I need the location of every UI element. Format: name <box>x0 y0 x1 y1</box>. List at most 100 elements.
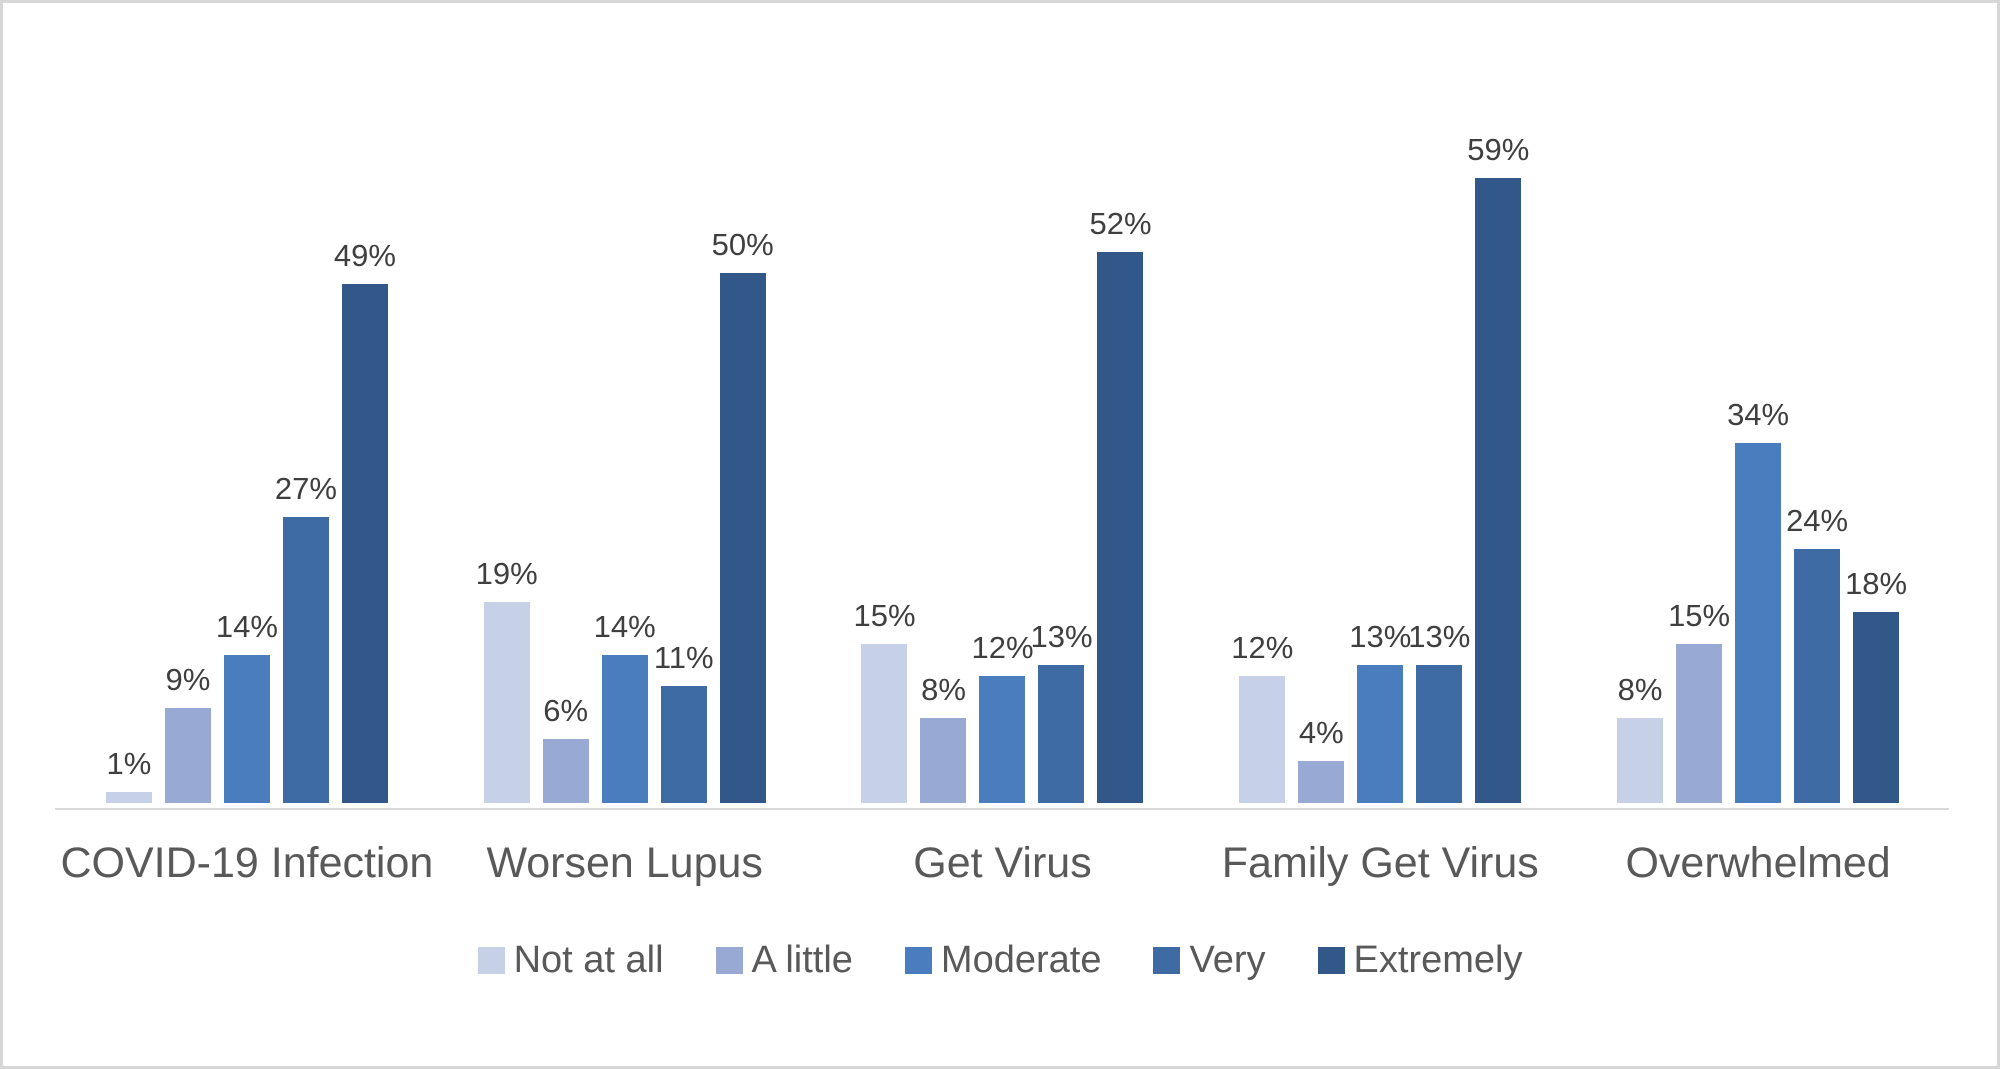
data-label: 15% <box>1668 598 1731 633</box>
bar <box>1416 665 1463 803</box>
bar <box>1298 760 1345 803</box>
bar-wrap: 8% <box>920 672 967 803</box>
bar-wrap: 12% <box>1231 630 1293 803</box>
plot-area: 1% 9% 14% 27% 49% 19% 6% 14% 11% 50% 15% 8% 12% 13% 52… <box>58 103 1947 803</box>
data-label: 14% <box>593 608 656 644</box>
legend-item: Very <box>1153 939 1266 982</box>
legend-label: Extremely <box>1353 939 1523 981</box>
x-axis-line <box>55 808 1949 810</box>
bar <box>164 707 211 803</box>
bar <box>1735 442 1782 803</box>
legend-label: Not at all <box>513 939 664 981</box>
bar <box>1794 548 1841 803</box>
bar-group: 15% 8% 12% 13% 52% <box>814 103 1192 803</box>
bar-wrap: 8% <box>1617 672 1664 803</box>
bar-wrap: 27% <box>275 471 337 803</box>
bar-wrap: 50% <box>712 227 774 803</box>
data-label: 11% <box>653 640 714 676</box>
legend-item: Extremely <box>1317 939 1523 982</box>
bar <box>1853 612 1900 803</box>
bar-wrap: 9% <box>164 661 211 803</box>
legend-swatch <box>715 947 743 974</box>
bar <box>920 718 967 803</box>
bar-wrap: 59% <box>1467 132 1529 803</box>
bar <box>542 739 589 803</box>
bar <box>861 644 908 803</box>
legend-item: A little <box>715 939 853 982</box>
bar <box>660 686 707 803</box>
category-label: Family Get Virus <box>1221 839 1539 887</box>
bar-wrap: 18% <box>1845 566 1907 803</box>
bar-wrap: 15% <box>1668 598 1730 803</box>
data-label: 8% <box>921 672 966 708</box>
bar-wrap: 24% <box>1786 503 1848 803</box>
data-label: 12% <box>1231 629 1294 665</box>
bar <box>105 792 152 803</box>
legend-item: Moderate <box>904 939 1102 982</box>
bar-group: 19% 6% 14% 11% 50% <box>436 103 814 803</box>
bar-wrap: 13% <box>1349 619 1411 803</box>
legend-label: A little <box>751 939 853 981</box>
data-label: 34% <box>1727 396 1790 432</box>
data-label: 9% <box>165 661 211 697</box>
bar <box>601 654 648 803</box>
data-label: 4% <box>1298 714 1344 750</box>
category-label: COVID-19 Infection <box>60 839 434 887</box>
data-label: 13% <box>1030 619 1093 655</box>
legend-swatch <box>477 947 505 974</box>
data-label: 59% <box>1467 131 1530 167</box>
data-label: 13% <box>1408 619 1471 655</box>
category-label: Get Virus <box>913 839 1092 887</box>
category-label: Overwhelmed <box>1625 839 1891 887</box>
bar-wrap: 52% <box>1089 206 1152 803</box>
data-label: 49% <box>333 237 396 273</box>
data-label: 19% <box>475 555 538 591</box>
bar <box>1676 644 1723 803</box>
bar <box>282 516 329 803</box>
bar-wrap: 13% <box>1030 619 1093 803</box>
bar <box>1475 177 1522 803</box>
legend-label: Very <box>1189 939 1266 981</box>
data-label: 24% <box>1786 502 1849 538</box>
legend-item: Not at all <box>477 939 664 982</box>
legend-swatch <box>904 947 932 974</box>
bar-group: 8% 15% 34% 24% 18% <box>1569 103 1947 803</box>
bar-wrap: 49% <box>334 238 396 803</box>
bar-wrap: 11% <box>654 640 714 803</box>
data-label: 6% <box>543 693 589 729</box>
bar-group: 1% 9% 14% 27% 49% <box>58 103 436 803</box>
bar-group: 12% 4% 13% 13% 59% <box>1191 103 1569 803</box>
bar-wrap: 34% <box>1727 397 1789 803</box>
legend-label: Moderate <box>940 939 1102 981</box>
bar <box>223 654 270 803</box>
data-label: 27% <box>274 470 337 506</box>
legend-swatch <box>1317 947 1345 974</box>
bar <box>483 601 530 803</box>
bar <box>1097 251 1144 803</box>
data-label: 8% <box>1617 672 1663 708</box>
bar-wrap: 19% <box>476 556 538 803</box>
bar-wrap: 4% <box>1298 714 1345 803</box>
bar-wrap: 1% <box>105 746 152 803</box>
bar <box>1038 665 1085 803</box>
legend: Not at all A little Moderate Very Extremely <box>3 939 1997 982</box>
data-label: 1% <box>106 746 152 782</box>
data-label: 12% <box>971 629 1034 665</box>
data-label: 52% <box>1089 205 1152 241</box>
bar <box>341 283 388 803</box>
legend-swatch <box>1153 947 1181 974</box>
category-label: Worsen Lupus <box>486 839 763 887</box>
bar-wrap: 14% <box>594 609 656 803</box>
data-label: 15% <box>853 598 916 633</box>
data-label: 18% <box>1845 566 1908 602</box>
bar-wrap: 14% <box>216 609 278 803</box>
bar <box>1617 718 1664 803</box>
data-label: 14% <box>215 608 278 644</box>
bar <box>1357 665 1404 803</box>
category-axis: COVID-19 Infection Worsen Lupus Get Virus F… <box>58 839 1947 888</box>
data-label: 13% <box>1349 619 1412 655</box>
bar-wrap: 6% <box>542 693 589 803</box>
bar <box>979 675 1026 803</box>
bar <box>1239 675 1286 803</box>
